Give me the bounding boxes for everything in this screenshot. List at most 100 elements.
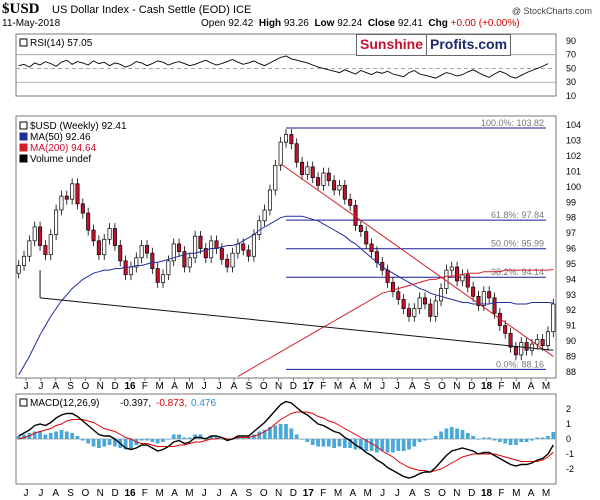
macd-histogram-bar	[524, 439, 529, 442]
instrument-name: US Dollar Index - Cash Settle (EOD) ICE	[52, 4, 252, 16]
candle-body	[508, 332, 513, 348]
macd-histogram-bar	[246, 437, 251, 439]
macd-histogram-bar	[166, 439, 171, 440]
macd-histogram-bar	[385, 439, 390, 453]
macd-histogram-bar	[91, 439, 96, 447]
candle-body	[38, 226, 43, 246]
macd-histogram-bar	[439, 431, 443, 439]
macd-histogram-bar	[102, 439, 107, 447]
macd-histogram-bar	[75, 436, 80, 439]
candle-body	[481, 291, 486, 306]
candle-body	[300, 161, 305, 175]
macd-histogram-bar	[289, 428, 294, 439]
candle-body	[358, 225, 363, 232]
candle-body	[219, 248, 224, 260]
macd-x-label-S: S	[67, 488, 74, 499]
macd-histogram-bar	[38, 431, 42, 439]
candle-body	[187, 257, 192, 268]
credit-text: @ StockCharts.com	[511, 6, 592, 16]
macd-histogram-bar	[252, 434, 256, 439]
price-y-tick-97: 97	[566, 228, 576, 238]
candle-body	[235, 243, 240, 254]
macd-histogram-bar	[294, 434, 299, 439]
candle-body	[64, 195, 69, 200]
macd-line	[18, 400, 554, 479]
macd-x-label-N: N	[97, 488, 104, 499]
macd-legend-hist: 0.476	[191, 398, 216, 409]
macd-histogram-bar	[236, 437, 240, 439]
macd-histogram-bar	[182, 437, 187, 439]
candle-body	[214, 240, 219, 249]
candle-body	[139, 245, 144, 259]
candle-body	[96, 240, 101, 256]
macd-signal-line	[18, 411, 554, 473]
price-y-tick-94: 94	[566, 274, 576, 284]
fib-label-0: 100.0%: 103.82	[481, 118, 544, 128]
price-x-label-D: D	[468, 381, 475, 392]
candle-body	[134, 257, 139, 268]
candle-body	[310, 166, 315, 178]
macd-x-label-J: J	[24, 488, 29, 499]
price-y-tick-104: 104	[566, 120, 581, 130]
macd-histogram-bar	[332, 439, 336, 448]
candle-body	[289, 134, 294, 145]
candle-body	[540, 339, 545, 346]
macd-x-label-O: O	[260, 488, 268, 499]
price-x-label-N: N	[97, 381, 104, 392]
chart-date: 11-May-2018	[2, 18, 61, 29]
macd-histogram-bar	[503, 439, 508, 444]
candle-body	[390, 282, 395, 293]
macd-x-label-M: M	[542, 488, 550, 499]
macd-x-label-S: S	[424, 488, 431, 499]
support-line	[40, 297, 554, 351]
price-y-tick-98: 98	[566, 213, 576, 223]
macd-histogram-bar	[375, 439, 379, 453]
candle-body	[417, 297, 422, 309]
brand-logo[interactable]: Sunshine Profits.com	[356, 34, 512, 56]
candle-body	[198, 235, 203, 249]
macd-histogram-bar	[155, 439, 160, 444]
brand-part-1: Sunshine	[357, 35, 427, 55]
rsi-y-tick-90: 90	[566, 36, 576, 46]
candle-body	[171, 243, 176, 262]
price-y-tick-96: 96	[566, 244, 576, 254]
macd-histogram-bar	[129, 439, 133, 450]
macd-histogram-bar	[535, 437, 540, 439]
macd-x-label-J: J	[202, 488, 207, 499]
price-x-label-S: S	[67, 381, 74, 392]
macd-y-tick-1: 1	[566, 419, 571, 429]
rsi-line	[18, 55, 549, 79]
macd-histogram-bar	[316, 439, 320, 447]
candle-body	[342, 185, 347, 200]
candle-body	[230, 252, 235, 268]
candle-body	[513, 346, 518, 356]
candle-body	[161, 274, 166, 283]
macd-histogram-bar	[305, 439, 310, 442]
macd-histogram-bar	[310, 439, 315, 445]
candle-body	[423, 297, 428, 305]
macd-histogram-bar	[150, 439, 155, 442]
macd-histogram-bar	[487, 437, 492, 439]
macd-x-label-M: M	[364, 488, 372, 499]
candle-body	[112, 228, 117, 246]
candle-body	[193, 235, 198, 259]
candle-body	[487, 291, 492, 299]
macd-histogram-bar	[268, 427, 272, 439]
candle-body	[59, 195, 64, 211]
candle-body	[86, 212, 91, 231]
price-x-label-J: J	[217, 381, 222, 392]
macd-histogram-bar	[396, 439, 401, 451]
candle-body	[54, 209, 59, 236]
price-legend-2: MA(200) 94.64	[30, 143, 97, 154]
macd-legend-value: -0.397,	[120, 398, 151, 409]
macd-x-label-M: M	[334, 488, 342, 499]
high-value: 93.26	[283, 18, 309, 29]
price-x-label-A: A	[409, 381, 416, 392]
macd-histogram-bar	[508, 439, 513, 445]
symbol-title: $USD	[2, 1, 40, 17]
rsi-legend: RSI(14) 57.05	[30, 38, 93, 49]
candle-body	[80, 203, 85, 214]
macd-histogram-bar	[401, 439, 406, 451]
price-x-label-18: 18	[481, 381, 493, 392]
macd-histogram-bar	[492, 439, 497, 441]
